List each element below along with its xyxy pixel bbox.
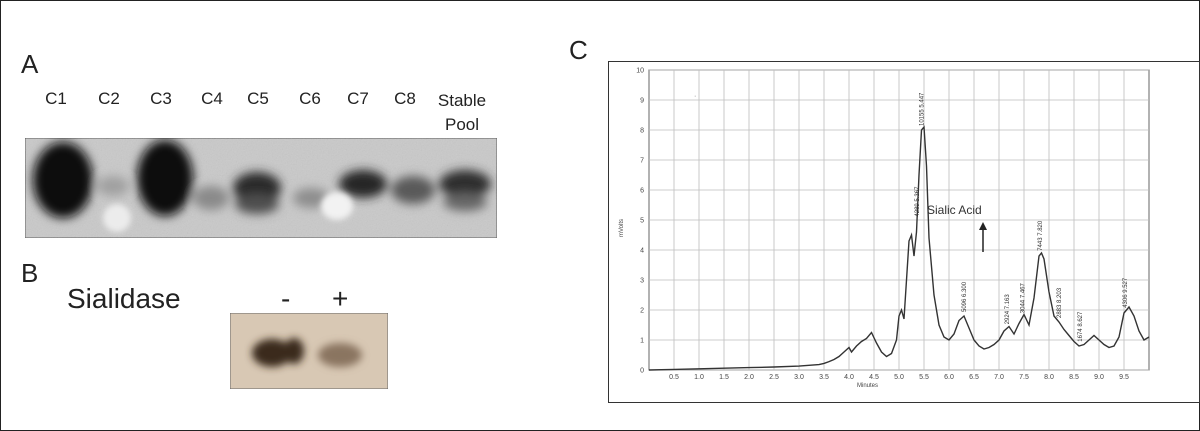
y-tick-labels: 0 1 2 3 4 5 6 7 8 9 10 <box>636 68 644 375</box>
panel-a-letter: A <box>21 49 39 79</box>
annotation-arrow-head <box>979 222 987 230</box>
peak-label: 10155 5.447 <box>920 92 926 126</box>
x-tick-label: 0.5 <box>669 374 679 381</box>
x-tick-label: 4.0 <box>844 374 854 381</box>
x-tick-label: 1.0 <box>694 374 704 381</box>
x-tick-label: 6.5 <box>969 374 979 381</box>
x-tick-label: 9.0 <box>1094 374 1104 381</box>
band-c8 <box>391 176 435 204</box>
sialidase-minus-label: - <box>281 283 291 314</box>
lane-label-stable-pool: Stable Pool <box>429 89 495 137</box>
x-tick-label: 3.5 <box>819 374 829 381</box>
sialidase-plus-label: + <box>332 283 349 314</box>
peak-label: 2883 8.203 <box>1057 287 1063 318</box>
x-tick-label: 7.5 <box>1019 374 1029 381</box>
band-minus <box>252 339 292 367</box>
y-tick-label: 6 <box>640 188 644 195</box>
stable-pool-line-2: Pool <box>444 115 480 134</box>
lane-label-c6: C6 <box>299 89 321 108</box>
band-c1 <box>33 142 93 218</box>
x-axis-label: Minutes <box>857 383 878 389</box>
sialidase-label: Sialidase <box>67 283 181 314</box>
lane-label-c3: C3 <box>150 89 172 108</box>
x-tick-label: 1.5 <box>719 374 729 381</box>
western-blot-b <box>230 313 388 389</box>
band-c2 <box>97 176 129 196</box>
chromatogram-trace <box>648 125 1150 371</box>
x-tick-label: 8.5 <box>1069 374 1079 381</box>
x-tick-label: 5.0 <box>894 374 904 381</box>
x-tick-label: 3.0 <box>794 374 804 381</box>
band-plus <box>318 343 362 367</box>
x-tick-label: 7.0 <box>994 374 1004 381</box>
band-stable-pool <box>439 170 491 198</box>
y-tick-label: 5 <box>640 218 644 225</box>
y-tick-label: 1 <box>640 338 644 345</box>
x-tick-labels: 0.5 1.0 1.5 2.0 2.5 3.0 3.5 4.0 4.5 5.0 5.5 6.0 6.5 7… <box>669 374 1129 381</box>
panel-b-letter: B <box>21 258 39 288</box>
y-tick-label: 2 <box>640 308 644 315</box>
band-c4 <box>193 186 229 210</box>
y-tick-label: 9 <box>640 98 644 105</box>
lane-label-c8: C8 <box>394 89 416 108</box>
x-tick-label: 2.5 <box>769 374 779 381</box>
band-c6 <box>293 188 329 208</box>
grid <box>649 69 1149 371</box>
y-tick-label: 3 <box>640 278 644 285</box>
y-tick-label: 4 <box>640 248 644 255</box>
peak-label: 2924 7.163 <box>1005 294 1011 325</box>
y-tick-label: 10 <box>636 68 644 75</box>
peak-label: 1674 8.627 <box>1078 311 1084 342</box>
x-tick-label: 4.5 <box>869 374 879 381</box>
stable-pool-line-1: Stable <box>437 91 487 110</box>
panel-c-letter: C <box>569 35 588 65</box>
lane-label-c5: C5 <box>247 89 269 108</box>
lane-label-c7: C7 <box>347 89 369 108</box>
x-tick-label: 5.5 <box>919 374 929 381</box>
y-tick-label: 8 <box>640 128 644 135</box>
x-tick-label: 2.0 <box>744 374 754 381</box>
peak-label: 4306 9.527 <box>1123 277 1129 308</box>
x-tick-label: 9.5 <box>1119 374 1129 381</box>
sialic-acid-annotation: Sialic Acid <box>927 203 982 217</box>
y-tick-label: 0 <box>640 368 644 375</box>
peak-label: 5096 6.300 <box>962 281 968 312</box>
dot-mark: · <box>694 93 696 100</box>
lane-label-c4: C4 <box>201 89 223 108</box>
band-c3 <box>137 140 193 216</box>
x-tick-label: 6.0 <box>944 374 954 381</box>
chromatogram-panel: 0.5 1.0 1.5 2.0 2.5 3.0 3.5 4.0 4.5 5.0 5.5 6.0 6.5 7… <box>608 61 1200 403</box>
y-tick-label: 7 <box>640 158 644 165</box>
peak-label: 3044 7.467 <box>1021 283 1027 314</box>
y-axis-label: mVolts <box>619 219 625 237</box>
lane-label-c1: C1 <box>45 89 67 108</box>
chromatogram-chart: 0.5 1.0 1.5 2.0 2.5 3.0 3.5 4.0 4.5 5.0 5.5 6.0 6.5 7… <box>619 68 1150 389</box>
x-tick-label: 8.0 <box>1044 374 1054 381</box>
western-blot-a <box>25 138 497 238</box>
peak-label: 7443 7.820 <box>1038 220 1044 251</box>
band-c7 <box>339 170 387 198</box>
blot-artifact-bubble <box>321 192 353 220</box>
lane-label-c2: C2 <box>98 89 120 108</box>
